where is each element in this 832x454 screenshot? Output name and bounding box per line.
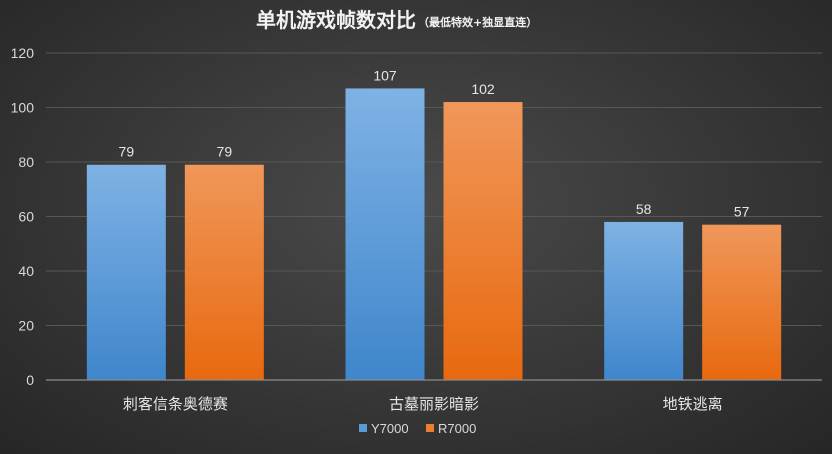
- data-label: 107: [373, 67, 397, 83]
- x-category-label: 地铁逃离: [663, 395, 723, 413]
- legend: Y7000 R7000: [359, 421, 476, 436]
- legend-label-r7000: R7000: [438, 421, 476, 436]
- bar-r7000: [184, 164, 264, 380]
- data-label: 79: [217, 144, 233, 160]
- y-tick-label: 40: [18, 263, 34, 279]
- bar-r7000: [702, 224, 782, 380]
- bar-y7000: [345, 88, 425, 381]
- y-tick-label: 20: [18, 318, 34, 334]
- bar-r7000: [443, 102, 523, 381]
- bar-y7000: [86, 164, 166, 380]
- bar-y7000: [604, 221, 684, 380]
- gridlines: [46, 52, 822, 326]
- data-label: 102: [471, 81, 495, 97]
- y-tick-label: 100: [11, 100, 35, 116]
- x-category-label: 古墓丽影暗影: [389, 395, 479, 413]
- data-label: 79: [119, 144, 135, 160]
- data-labels: 79 79 107 102 58 57: [119, 67, 750, 219]
- y-tick-label: 120: [11, 45, 35, 61]
- y-tick-label: 0: [26, 372, 34, 388]
- y-tick-label: 60: [18, 209, 34, 225]
- chart-title: 单机游戏帧数对比: [256, 8, 416, 32]
- axes: 0 20 40 60 80 100 120 刺客信条奥德赛 古墓丽影暗影 地铁逃离: [11, 45, 822, 413]
- data-label: 58: [636, 201, 652, 217]
- legend-swatch-r7000: [426, 424, 434, 432]
- bars: [86, 88, 782, 381]
- x-category-label: 刺客信条奥德赛: [123, 395, 228, 413]
- legend-label-y7000: Y7000: [371, 421, 409, 436]
- y-tick-label: 80: [18, 154, 34, 170]
- legend-swatch-y7000: [359, 424, 367, 432]
- chart-subtitle: （最低特效+独显直连）: [418, 15, 537, 29]
- data-label: 57: [734, 204, 750, 220]
